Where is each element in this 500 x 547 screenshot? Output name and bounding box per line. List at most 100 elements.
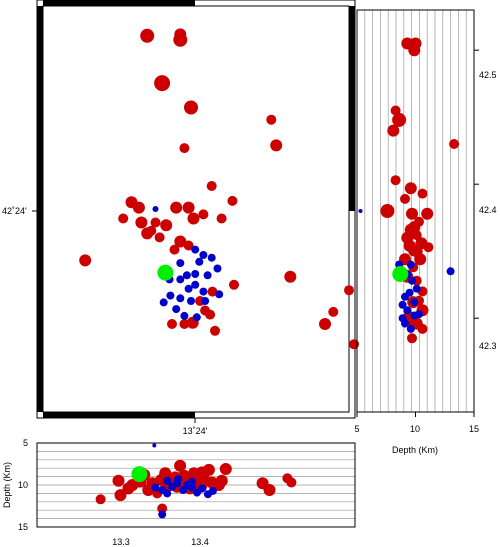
- bottom-section-event-red: [114, 489, 127, 502]
- right-x-axis-label: Depth (Km): [392, 445, 438, 455]
- bottom-section-event-red: [159, 467, 172, 480]
- bottom-section-event-blue: [188, 477, 196, 486]
- right-section-event-red: [411, 230, 422, 241]
- bottom-section-event-blue: [163, 489, 172, 498]
- map-event-blue: [191, 245, 200, 254]
- bottom-section-event-blue: [152, 443, 157, 448]
- map-event-red: [135, 216, 148, 229]
- bottom-section-event-red: [263, 484, 276, 496]
- right-section-event-blue: [358, 209, 363, 213]
- bottom-x-tick-label: 13.4: [191, 537, 209, 547]
- map-scale-bar-left: [37, 6, 43, 412]
- map-event-red: [206, 181, 217, 191]
- map-event-red: [179, 143, 190, 154]
- right-section-event-red: [404, 182, 417, 195]
- map-event-green: [157, 264, 174, 281]
- map-event-red: [183, 240, 194, 251]
- right-section-event-blue: [406, 260, 415, 269]
- map-event-red: [284, 270, 297, 283]
- map-event-red: [229, 279, 239, 290]
- map-event-red: [150, 217, 161, 228]
- right-section-event-blue: [415, 310, 423, 319]
- map-event-blue: [201, 297, 210, 305]
- map-event-blue: [213, 264, 222, 273]
- right-section-event-blue: [398, 300, 407, 309]
- right-section-event-red: [423, 242, 434, 253]
- right-section-event-red: [407, 333, 417, 344]
- right-section-points: [358, 37, 460, 344]
- right-section-event-red: [392, 112, 407, 127]
- map-event-blue: [182, 271, 191, 280]
- map-event-blue: [203, 271, 212, 280]
- map-event-red: [154, 75, 171, 92]
- right-section-event-red: [417, 323, 428, 334]
- map-event-red: [319, 318, 331, 330]
- right-section-event-red: [408, 246, 419, 257]
- map-event-red: [344, 285, 354, 296]
- map-event-blue: [176, 294, 185, 303]
- map-event-red: [146, 225, 157, 236]
- right-y-tick-label: 42.3: [479, 341, 497, 351]
- map-event-red: [154, 232, 165, 243]
- map-event-blue: [184, 284, 193, 293]
- map-event-red: [169, 244, 180, 255]
- bottom-section-frame: [36, 442, 356, 528]
- map-scale-bar-bottom: [43, 412, 195, 418]
- right-section-event-blue: [410, 298, 419, 307]
- map-event-blue: [195, 257, 204, 266]
- map-event-blue: [192, 313, 201, 322]
- map-points: [79, 28, 359, 350]
- right-section-event-blue: [401, 292, 409, 301]
- map-event-blue: [187, 297, 195, 305]
- right-section-event-red: [421, 207, 434, 220]
- bottom-section-event-blue: [163, 476, 172, 485]
- map-scale-bar-top: [43, 0, 195, 6]
- map-event-red: [187, 212, 200, 225]
- map-event-red: [198, 209, 209, 220]
- bottom-section-event-blue: [198, 484, 206, 493]
- map-event-red: [207, 286, 218, 297]
- map-event-blue: [180, 311, 189, 320]
- right-section-event-blue: [408, 276, 416, 285]
- map-event-red: [184, 100, 198, 115]
- right-x-tick-label: 10: [410, 424, 420, 434]
- bottom-section-event-red: [112, 474, 125, 487]
- right-section-event-blue: [401, 319, 409, 328]
- map-event-blue: [199, 251, 208, 259]
- map-inner-frame: [42, 5, 350, 413]
- right-section-event-red: [406, 207, 418, 220]
- bottom-section-event-blue: [208, 486, 217, 495]
- map-event-red: [170, 201, 183, 214]
- map-event-blue: [176, 275, 185, 284]
- map-event-red: [167, 319, 177, 329]
- right-section-event-red: [414, 253, 427, 266]
- right-section-event-red: [408, 221, 421, 234]
- right-y-tick-label: 42.5: [479, 70, 497, 80]
- bottom-section-event-red: [219, 463, 232, 475]
- bottom-y-tick-label: 5: [23, 438, 28, 448]
- map-event-red: [182, 201, 195, 214]
- right-section-event-blue: [412, 284, 421, 293]
- map-event-red: [200, 305, 211, 316]
- bottom-section-event-red: [95, 494, 106, 505]
- map-event-red: [174, 235, 187, 248]
- right-section-event-blue: [406, 324, 415, 333]
- map-event-blue: [207, 253, 216, 262]
- bottom-section-event-blue: [151, 483, 160, 492]
- bottom-y-axis-label: Depth (Km): [2, 462, 12, 508]
- map-event-red: [79, 254, 92, 267]
- map-event-red: [160, 219, 173, 232]
- right-x-tick-label: 15: [469, 424, 479, 434]
- map-frame: [36, 0, 356, 419]
- bottom-section-event-blue: [158, 510, 167, 519]
- right-section-event-red: [380, 204, 395, 218]
- map-event-red: [118, 213, 129, 224]
- bottom-x-tick-label: 13.3: [112, 537, 130, 547]
- map-event-red: [328, 306, 339, 317]
- map-panel: 13˚24' 42˚24': [2, 0, 359, 436]
- right-x-tick-label: 5: [354, 424, 359, 434]
- map-event-blue: [176, 259, 185, 268]
- map-event-red: [210, 325, 220, 336]
- map-event-red: [132, 201, 145, 214]
